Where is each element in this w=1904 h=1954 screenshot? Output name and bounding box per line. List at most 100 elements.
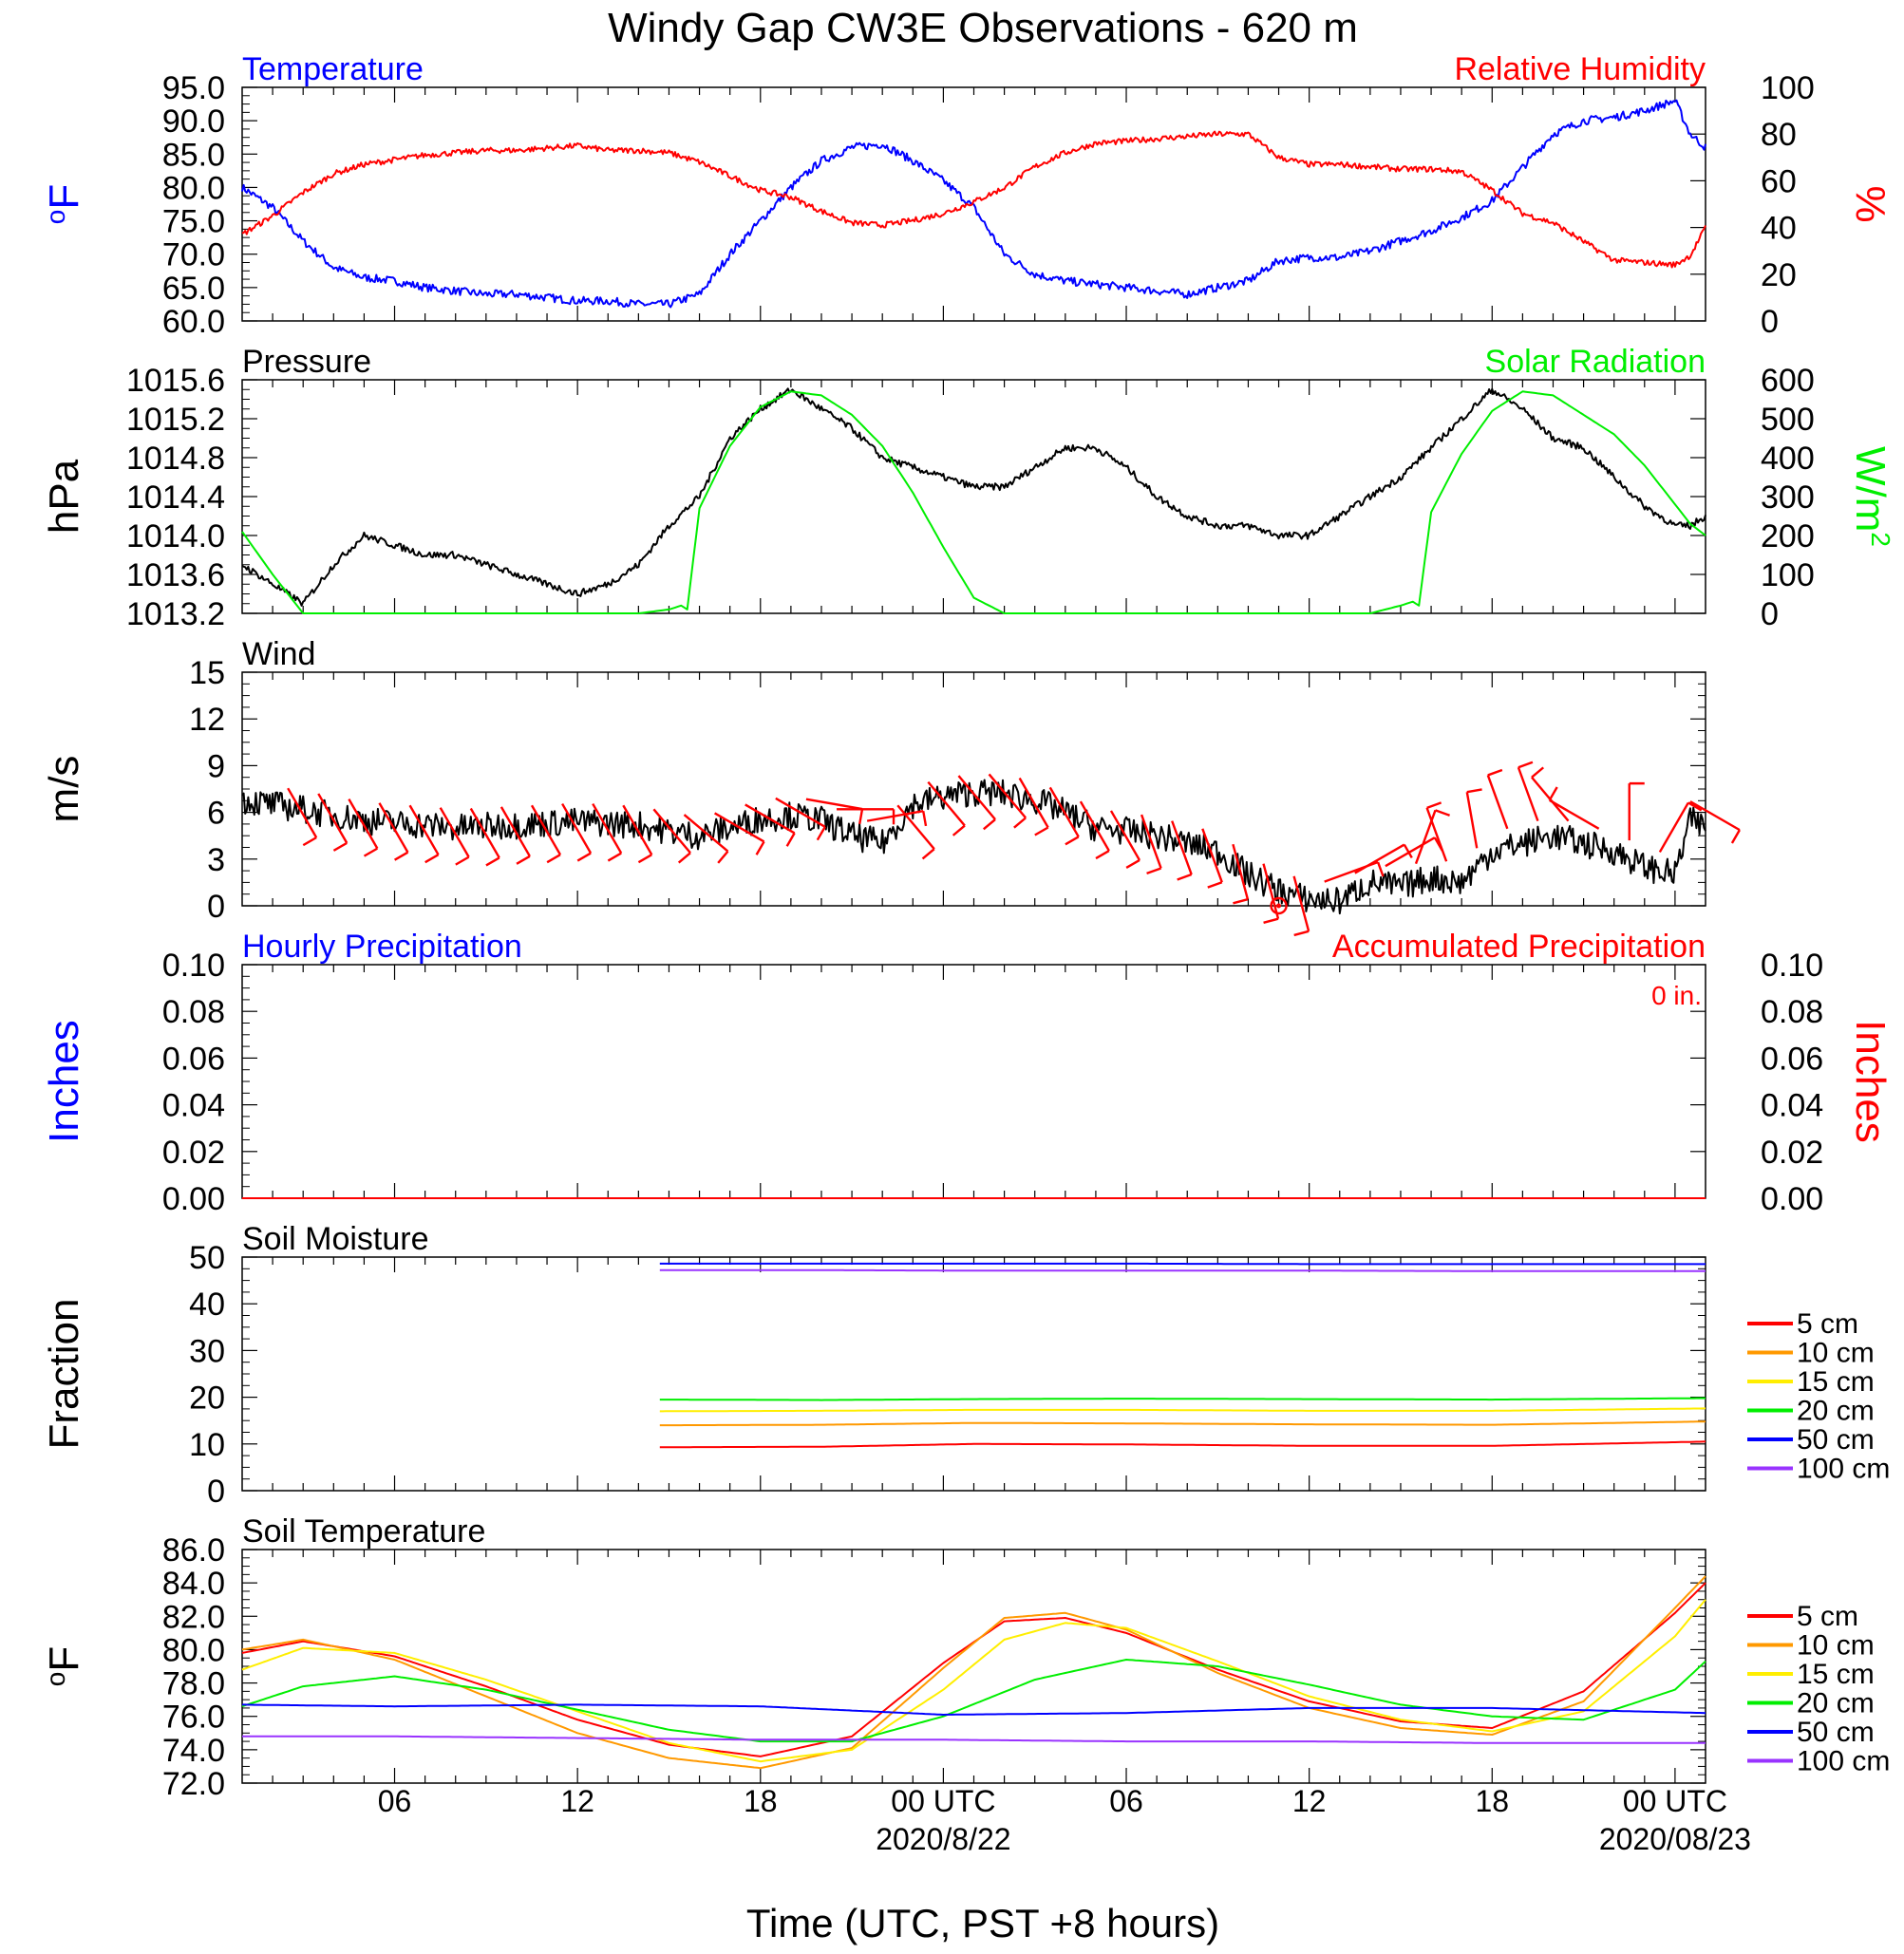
y-tick-label: 78.0 (162, 1666, 225, 1702)
series-line-15-cm (659, 1407, 1706, 1413)
legend-label: 100 cm (1797, 1454, 1890, 1485)
wind-barb (1658, 801, 1703, 854)
x-tick-label: 12 (1292, 1784, 1327, 1818)
y-right-tick-label: 40 (1761, 211, 1797, 247)
series-line-50-cm (659, 1262, 1706, 1266)
panel-title-left: Soil Moisture (242, 1221, 429, 1257)
plot-frame (241, 671, 1706, 907)
y-tick-label: 1014.8 (126, 441, 225, 477)
wind-barb (469, 807, 500, 867)
wind-barb (1201, 828, 1223, 889)
legend-label: 15 cm (1797, 1659, 1875, 1690)
wind-barb-flag (1207, 881, 1223, 889)
wind-barb (378, 802, 409, 861)
x-tick-label: 18 (1475, 1784, 1509, 1818)
wind-barb (1262, 863, 1280, 924)
x-tick-label: 06 (378, 1784, 412, 1818)
wind-barb-staff (1549, 799, 1600, 830)
panel-pressure_solar: 1013.21013.61014.01014.41014.81015.21015… (41, 344, 1895, 632)
y-tick-label: 0.00 (162, 1181, 225, 1217)
series-line-50-cm (242, 1703, 1706, 1716)
y-right-tick-label: 0.00 (1761, 1181, 1823, 1217)
y-right-tick-label: 500 (1761, 402, 1815, 438)
wind-barb-staff (1018, 777, 1049, 829)
series-line-20-cm (241, 1659, 1706, 1743)
y-right-tick-label: 80 (1761, 117, 1797, 153)
legend-label: 50 cm (1797, 1424, 1875, 1456)
x-tick-label: 00 UTC (1623, 1784, 1727, 1818)
x-tick-label: 12 (560, 1784, 594, 1818)
wind-barb (1048, 786, 1080, 846)
wind-barb (1232, 843, 1250, 905)
wind-barb (988, 773, 1027, 829)
wind-barb (866, 810, 928, 827)
wind-barb-staff (957, 775, 996, 820)
panel-temp_rh: 60.065.070.075.080.085.090.095.0 0 20 40 60 8… (41, 51, 1894, 340)
wind-barb-staff (439, 807, 470, 858)
wind-barb-flag (1466, 788, 1482, 794)
y-tick-label: 12 (189, 702, 225, 738)
y-right-tick-label: 0.02 (1761, 1135, 1823, 1171)
y-tick-label: 80.0 (162, 1632, 225, 1668)
y-right-tick-label: 600 (1761, 363, 1815, 399)
y-right-tick-label: 0.08 (1761, 994, 1823, 1030)
panels: 60.065.070.075.080.085.090.095.002040608… (41, 51, 1895, 1802)
wind-barb-flag (1095, 850, 1110, 860)
wind-barb (1354, 843, 1413, 874)
wind-barb-staff (1232, 843, 1250, 900)
wind-barb (1689, 800, 1741, 844)
x-tick-label: 18 (744, 1784, 778, 1818)
wind-barb (1517, 761, 1539, 822)
series-line-temperature (241, 99, 1706, 309)
wind-barb (530, 804, 562, 864)
wind-barb (896, 804, 935, 860)
series-line-20-cm (659, 1397, 1706, 1401)
x-tick-label: 06 (1109, 1784, 1143, 1818)
wind-barb-flag (677, 852, 691, 864)
y-axis-label-right: Inches (1847, 1020, 1894, 1143)
wind-barb (652, 808, 691, 864)
y-tick-label: 0.06 (162, 1041, 225, 1077)
wind-barb-flag (607, 852, 622, 862)
x-date-label: 2020/8/22 (876, 1822, 1010, 1856)
y-tick-label: 1014.0 (126, 518, 225, 554)
wind-barb-staff (592, 802, 623, 855)
y-right-tick-label: 300 (1761, 479, 1815, 516)
wind-barb-staff (805, 798, 863, 811)
panel-title-left: Wind (242, 636, 315, 672)
wind-barb (775, 797, 826, 841)
wind-barb-staff (530, 804, 562, 855)
wind-barb-flag (1435, 809, 1450, 817)
wind-barb-flag (485, 856, 500, 867)
wind-barb-staff (1414, 809, 1437, 865)
wind-barb-flag (1548, 786, 1558, 801)
wind-barb-staff (1292, 875, 1310, 932)
wind-barb (1548, 786, 1600, 830)
wind-barb-flag (1293, 930, 1310, 937)
wind-barb-flag (1687, 801, 1703, 812)
panel-title-right: Solar Radiation (1485, 344, 1706, 380)
chart-title: Windy Gap CW3E Observations - 620 m (608, 5, 1358, 51)
wind-barb (1425, 801, 1448, 862)
wind-barb (1531, 766, 1570, 822)
legend-label: 50 cm (1797, 1717, 1875, 1748)
y-right-tick-label: 0.04 (1761, 1088, 1823, 1124)
y-tick-label: 85.0 (162, 137, 225, 173)
series-line-15-cm (241, 1599, 1706, 1763)
panel-title-left: Hourly Precipitation (242, 929, 522, 965)
wind-barb-flag (1233, 898, 1249, 905)
wind-barb-staff (927, 780, 966, 827)
y-tick-label: 1013.2 (126, 596, 225, 632)
y-tick-label: 1013.6 (126, 557, 225, 593)
wind-barb (592, 802, 623, 862)
wind-barb (561, 802, 593, 862)
y-tick-label: 3 (207, 842, 225, 878)
y-tick-label: 0 (207, 1474, 225, 1510)
accumulated-value-label: 0 in. (1651, 981, 1702, 1010)
wind-barb-staff (1109, 810, 1141, 861)
wind-barb-flag (1263, 917, 1279, 924)
legend-label: 15 cm (1797, 1366, 1875, 1398)
wind-barb (1140, 814, 1162, 875)
wind-barb (745, 803, 796, 847)
